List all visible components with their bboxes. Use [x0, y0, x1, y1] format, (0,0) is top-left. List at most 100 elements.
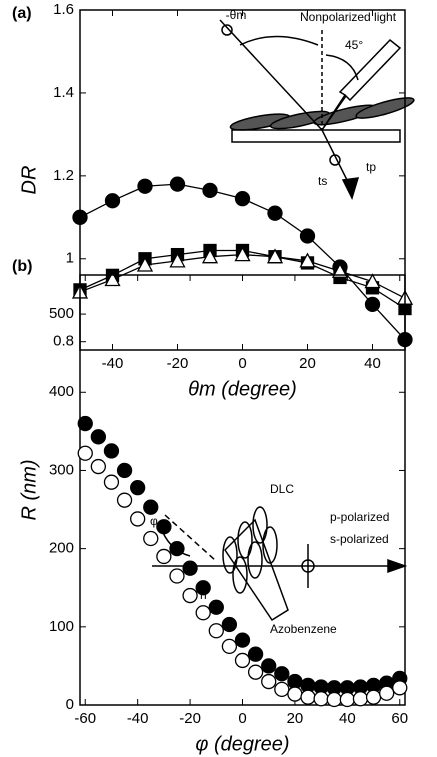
annotation: s-polarized [330, 532, 389, 546]
y-axis-label: R (nm) [18, 459, 40, 520]
panel-label: (a) [12, 5, 32, 22]
circle-marker [300, 689, 316, 705]
beam [219, 19, 323, 131]
annotation: -θm [226, 8, 247, 22]
circle-marker [130, 480, 146, 496]
angle-arc [239, 35, 319, 46]
circle-marker [261, 673, 277, 690]
circle-marker [104, 193, 121, 209]
circle-marker [221, 616, 238, 633]
x-tick-label: 40 [339, 710, 356, 727]
triangle-marker [266, 248, 284, 264]
circle-marker [143, 499, 159, 515]
x-tick-label: 20 [287, 710, 304, 727]
circle-marker [247, 646, 264, 662]
molecule [247, 541, 263, 579]
circle-marker [299, 228, 316, 244]
circle-marker [156, 548, 172, 565]
y-tick-label: 1.4 [53, 84, 74, 101]
x-tick-label: -20 [167, 355, 189, 372]
y-tick-label: 1.6 [53, 1, 74, 18]
circle-marker [339, 691, 355, 708]
triangle-marker [104, 271, 121, 287]
annotation: Azobenzene [270, 622, 337, 636]
circle-marker [182, 587, 198, 604]
circle-marker [208, 623, 224, 639]
x-tick-label: 40 [364, 355, 381, 372]
circle-marker [116, 462, 133, 479]
x-tick-label: -60 [74, 710, 96, 727]
series-line [79, 183, 406, 341]
circle-marker [169, 176, 186, 192]
circle-marker [267, 205, 283, 221]
circle-marker [379, 685, 395, 701]
circle-marker [195, 605, 211, 621]
x-tick-label: 20 [299, 355, 316, 372]
panel-label: (b) [12, 258, 32, 275]
x-axis-label: φ (degree) [195, 733, 289, 755]
axis [164, 514, 216, 561]
circle-marker [247, 664, 264, 680]
arrow-head [387, 558, 408, 574]
annotation: ts [318, 174, 327, 188]
triangle-marker [331, 262, 349, 278]
circle-marker [77, 415, 93, 432]
circle-marker [77, 445, 93, 461]
circle-marker [234, 652, 251, 669]
x-tick-label: -40 [127, 710, 149, 727]
circle-marker [182, 560, 198, 576]
triangle-marker [299, 252, 316, 268]
molecule [237, 521, 253, 559]
molecule [232, 556, 248, 594]
circle-marker [313, 691, 329, 707]
triangle-marker [169, 252, 186, 268]
molecule [355, 97, 415, 119]
triangle-marker [201, 248, 219, 264]
y-tick-label: 0 [66, 696, 74, 713]
circle-marker [143, 530, 159, 547]
x-tick-label: -20 [179, 710, 201, 727]
y-tick-label: 1.2 [53, 167, 74, 184]
y-tick-label: 400 [49, 383, 74, 400]
circle-marker [234, 191, 251, 207]
circle-marker [352, 691, 369, 707]
circle-marker [392, 680, 408, 696]
substrate [231, 129, 401, 143]
pol-symbol [329, 154, 341, 166]
circle-marker [90, 458, 106, 475]
x-tick-label: -40 [102, 355, 124, 372]
circle-marker [156, 519, 172, 535]
circle-marker [169, 540, 185, 557]
y-tick-label: 1 [66, 250, 74, 267]
y-tick-label: 200 [49, 540, 74, 557]
annotation: tp [366, 160, 376, 174]
annotation: φ [150, 514, 158, 528]
x-tick-label: 60 [391, 710, 408, 727]
triangle-marker [364, 273, 381, 289]
circle-marker [221, 638, 238, 655]
circle-marker [202, 182, 218, 199]
x-tick-label: 0 [238, 355, 246, 372]
angle-arc [325, 54, 359, 81]
circle-marker [274, 681, 290, 698]
circle-marker [72, 209, 88, 225]
circle-marker [364, 296, 381, 313]
azo-slab [224, 518, 289, 622]
annotation: p-polarized [330, 510, 389, 524]
annotation: DLC [270, 482, 294, 496]
circle-marker [137, 178, 153, 194]
y-tick-label: 300 [49, 461, 74, 478]
circle-marker [90, 429, 106, 445]
circle-marker [195, 580, 211, 596]
circle-marker [326, 691, 342, 708]
molecule [252, 506, 268, 544]
molecule [222, 536, 238, 574]
circle-marker [234, 632, 251, 648]
x-axis-label: θm (degree) [188, 378, 297, 400]
triangle-marker [234, 246, 251, 262]
circle-marker [130, 511, 146, 527]
circle-marker [287, 686, 303, 702]
annotation: Nonpolarized light [300, 10, 397, 24]
schematics [152, 19, 415, 622]
